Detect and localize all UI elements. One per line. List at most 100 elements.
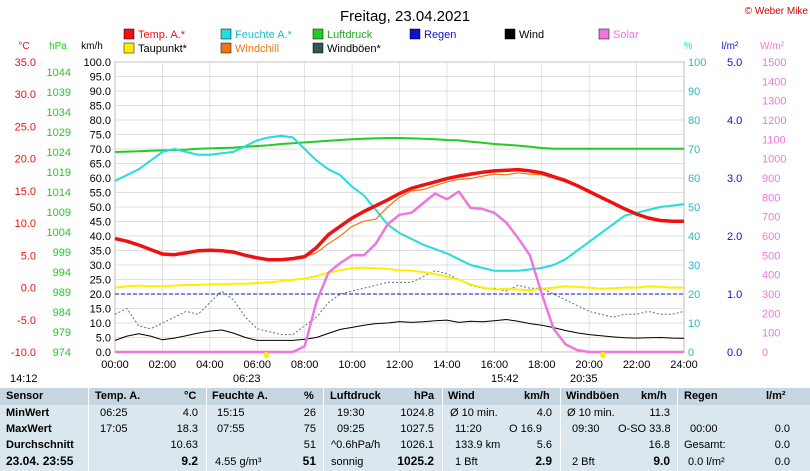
series-line-solar	[115, 190, 684, 354]
cell-value: 9.2	[181, 454, 198, 468]
row-label: 23.04. 23:55	[6, 454, 74, 468]
cell-aux: 11:20	[455, 423, 482, 435]
cell-value: 1026.1	[400, 439, 434, 451]
cell-aux: O 16.9	[509, 423, 543, 435]
cell-aux: sonnig	[331, 456, 364, 468]
solar-tick: 800	[762, 192, 780, 204]
cell-value: 1027.5	[400, 423, 434, 435]
x-tick: 24:00	[670, 359, 698, 371]
temp-axis-unit: °C	[18, 41, 29, 52]
cell-value: 9.0	[653, 454, 670, 468]
sunset-marker	[599, 352, 606, 358]
col-gust: Windböen	[566, 390, 620, 402]
temp-tick: 15.0	[15, 186, 36, 198]
rain-tick: 3.0	[727, 173, 742, 185]
hum-tick: 70	[688, 144, 700, 156]
solar-tick: 700	[762, 212, 780, 224]
cell-value: 0.0	[774, 456, 790, 468]
legend-swatch	[598, 28, 610, 40]
press-tick: 1019	[47, 167, 71, 179]
legend-swatch	[409, 28, 421, 40]
wind-tick: 100.0	[83, 57, 111, 69]
cell-value: 5.6	[536, 439, 552, 451]
press-tick: 1024	[47, 147, 71, 159]
wind-tick: 30.0	[90, 260, 111, 272]
cell-value: 4.0	[536, 407, 552, 419]
cell-aux: 0.0 l/m²	[688, 456, 725, 468]
wind-tick: 10.0	[90, 318, 111, 330]
press-tick: 1009	[47, 207, 71, 219]
col-temp-unit: °C	[184, 390, 197, 402]
col-wind-unit: km/h	[524, 390, 550, 402]
rain-axis-unit: l/m²	[722, 41, 739, 52]
wind-tick: 50.0	[90, 202, 111, 214]
temp-tick: 0.0	[21, 283, 36, 295]
x-tick: 16:00	[481, 359, 509, 371]
press-tick: 999	[53, 247, 71, 259]
series-line-wind	[114, 319, 685, 341]
solar-tick: 300	[762, 289, 780, 301]
cell-value: 51	[302, 454, 316, 468]
rain-tick: 5.0	[727, 57, 742, 69]
cell-aux: O-SO 33.8	[618, 423, 671, 435]
x-tick: 12:00	[386, 359, 414, 371]
legend-swatch	[123, 42, 135, 54]
legend-swatch	[312, 28, 324, 40]
cell-value: 16.8	[648, 439, 670, 451]
wind-tick: 75.0	[90, 130, 111, 142]
cell-aux: 133.9 km	[455, 439, 501, 451]
col-rain-unit: l/m²	[766, 390, 786, 402]
cell-value: 26	[303, 407, 316, 419]
time-marker-strip: 14:12 06:23 15:42 20:35	[0, 371, 810, 388]
cell-time: 17:05	[100, 423, 128, 435]
temp-tick: 5.0	[21, 250, 36, 262]
series-line-luftdruck	[114, 137, 684, 153]
x-tick: 08:00	[291, 359, 319, 371]
cell-value: 0.0	[774, 439, 790, 451]
wind-tick: 65.0	[90, 159, 111, 171]
wind-tick: 40.0	[90, 231, 111, 243]
hum-tick: 10	[688, 318, 700, 330]
legend-swatch	[123, 28, 135, 40]
hum-tick: 100	[688, 57, 706, 69]
x-tick: 18:00	[528, 359, 556, 371]
wind-axis-unit: km/h	[81, 41, 103, 52]
rain-tick: 4.0	[727, 115, 742, 127]
chart-title: Freitag, 23.04.2021	[340, 8, 470, 25]
rain-tick: 1.0	[727, 289, 742, 301]
x-tick: 22:00	[623, 359, 651, 371]
press-axis-unit: hPa	[49, 41, 67, 52]
press-tick: 1039	[47, 87, 71, 99]
sunset-label: 20:35	[570, 373, 598, 385]
wind-tick: 20.0	[90, 289, 111, 301]
wind-tick: 35.0	[90, 246, 111, 258]
hum-tick: 30	[688, 260, 700, 272]
hum-tick: 40	[688, 231, 700, 243]
rain-tick: 2.0	[727, 231, 742, 243]
wind-tick: 45.0	[90, 217, 111, 229]
x-tick: 06:00	[243, 359, 271, 371]
temp-tick: 35.0	[15, 57, 36, 69]
wind-tick: 15.0	[90, 304, 111, 316]
press-tick: 979	[53, 327, 71, 339]
press-tick: 1044	[47, 67, 71, 79]
cell-value: 10.63	[170, 439, 198, 451]
cell-value: 75	[303, 423, 316, 435]
sunrise-label: 06:23	[233, 373, 261, 385]
col-press: Luftdruck	[330, 390, 381, 402]
x-tick: 02:00	[149, 359, 177, 371]
press-tick: 989	[53, 287, 71, 299]
cell-time: 15:15	[217, 407, 245, 419]
legend-label: Windchill	[235, 43, 279, 55]
col-wind: Wind	[448, 390, 475, 402]
temp-tick: -5.0	[17, 315, 36, 327]
solar-tick: 1500	[762, 57, 786, 69]
wind-tick: 0.0	[96, 347, 111, 359]
col-temp: Temp. A.	[95, 390, 141, 402]
hum-tick: 80	[688, 115, 700, 127]
temp-tick: 20.0	[15, 154, 36, 166]
x-tick: 04:00	[196, 359, 224, 371]
temp-tick: -10.0	[11, 347, 36, 359]
cell-time: 09:25	[337, 423, 365, 435]
row-label: Durchschnitt	[6, 439, 74, 451]
